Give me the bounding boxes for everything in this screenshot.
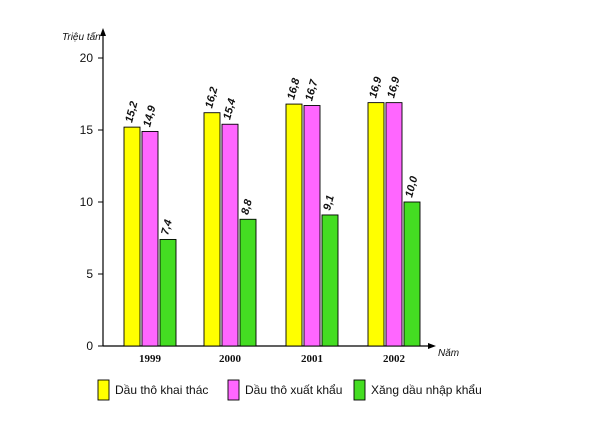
bar (239, 218, 257, 347)
bar (403, 201, 421, 347)
x-axis-arrow (428, 343, 436, 349)
legend-label: Xăng dầu nhập khẩu (371, 383, 482, 397)
bar (321, 214, 339, 347)
x-ticks: 1999 2000 2001 2002 (139, 353, 406, 365)
bar (221, 123, 239, 347)
legend-swatch (97, 379, 110, 401)
y-tick-label: 5 (86, 267, 93, 281)
data-label: 15,4 (221, 97, 238, 121)
legend-label: Dầu thô khai thác (115, 383, 208, 397)
y-tick-label: 20 (80, 51, 94, 65)
data-label: 14,9 (141, 104, 158, 129)
legend: Dầu thô khai thác Dầu thô xuất khẩu Xăng d… (97, 379, 482, 401)
legend-swatch (227, 379, 240, 401)
bar (367, 102, 385, 347)
y-tick-label: 0 (86, 339, 93, 353)
data-label: 15,2 (123, 100, 140, 124)
legend-label: Dầu thô xuất khẩu (245, 383, 342, 397)
data-label: 16,2 (203, 86, 220, 110)
bar (285, 103, 303, 347)
data-label: 16,9 (367, 75, 384, 100)
bar (203, 112, 221, 347)
x-tick-label: 2001 (301, 353, 323, 365)
x-axis-label: Năm (438, 348, 459, 359)
y-axis-arrow (100, 28, 106, 36)
bars: 15,2 16,2 16,8 16,9 14,9 15,4 16,7 16,9 7,4 8,8 9,… (123, 75, 421, 347)
y-axis-label: Triệu tấn (62, 31, 101, 43)
y-tick-label: 10 (80, 195, 94, 209)
data-label: 16,8 (285, 76, 302, 101)
bar (141, 130, 159, 347)
data-label: 7,4 (159, 218, 175, 236)
legend-swatch (353, 379, 366, 401)
data-label: 8,8 (239, 197, 255, 216)
bar (123, 126, 141, 347)
bar (159, 238, 177, 347)
data-label: 16,7 (303, 78, 320, 103)
x-tick-label: 1999 (139, 353, 162, 365)
y-ticks: 0 5 10 15 20 (80, 51, 103, 353)
x-tick-label: 2000 (219, 353, 242, 365)
bar (385, 102, 403, 347)
x-tick-label: 2002 (383, 353, 406, 365)
data-label: 9,1 (321, 194, 337, 212)
bar (303, 105, 321, 347)
y-tick-label: 15 (80, 123, 94, 137)
data-label: 16,9 (385, 75, 402, 100)
data-label: 10,0 (403, 174, 420, 199)
